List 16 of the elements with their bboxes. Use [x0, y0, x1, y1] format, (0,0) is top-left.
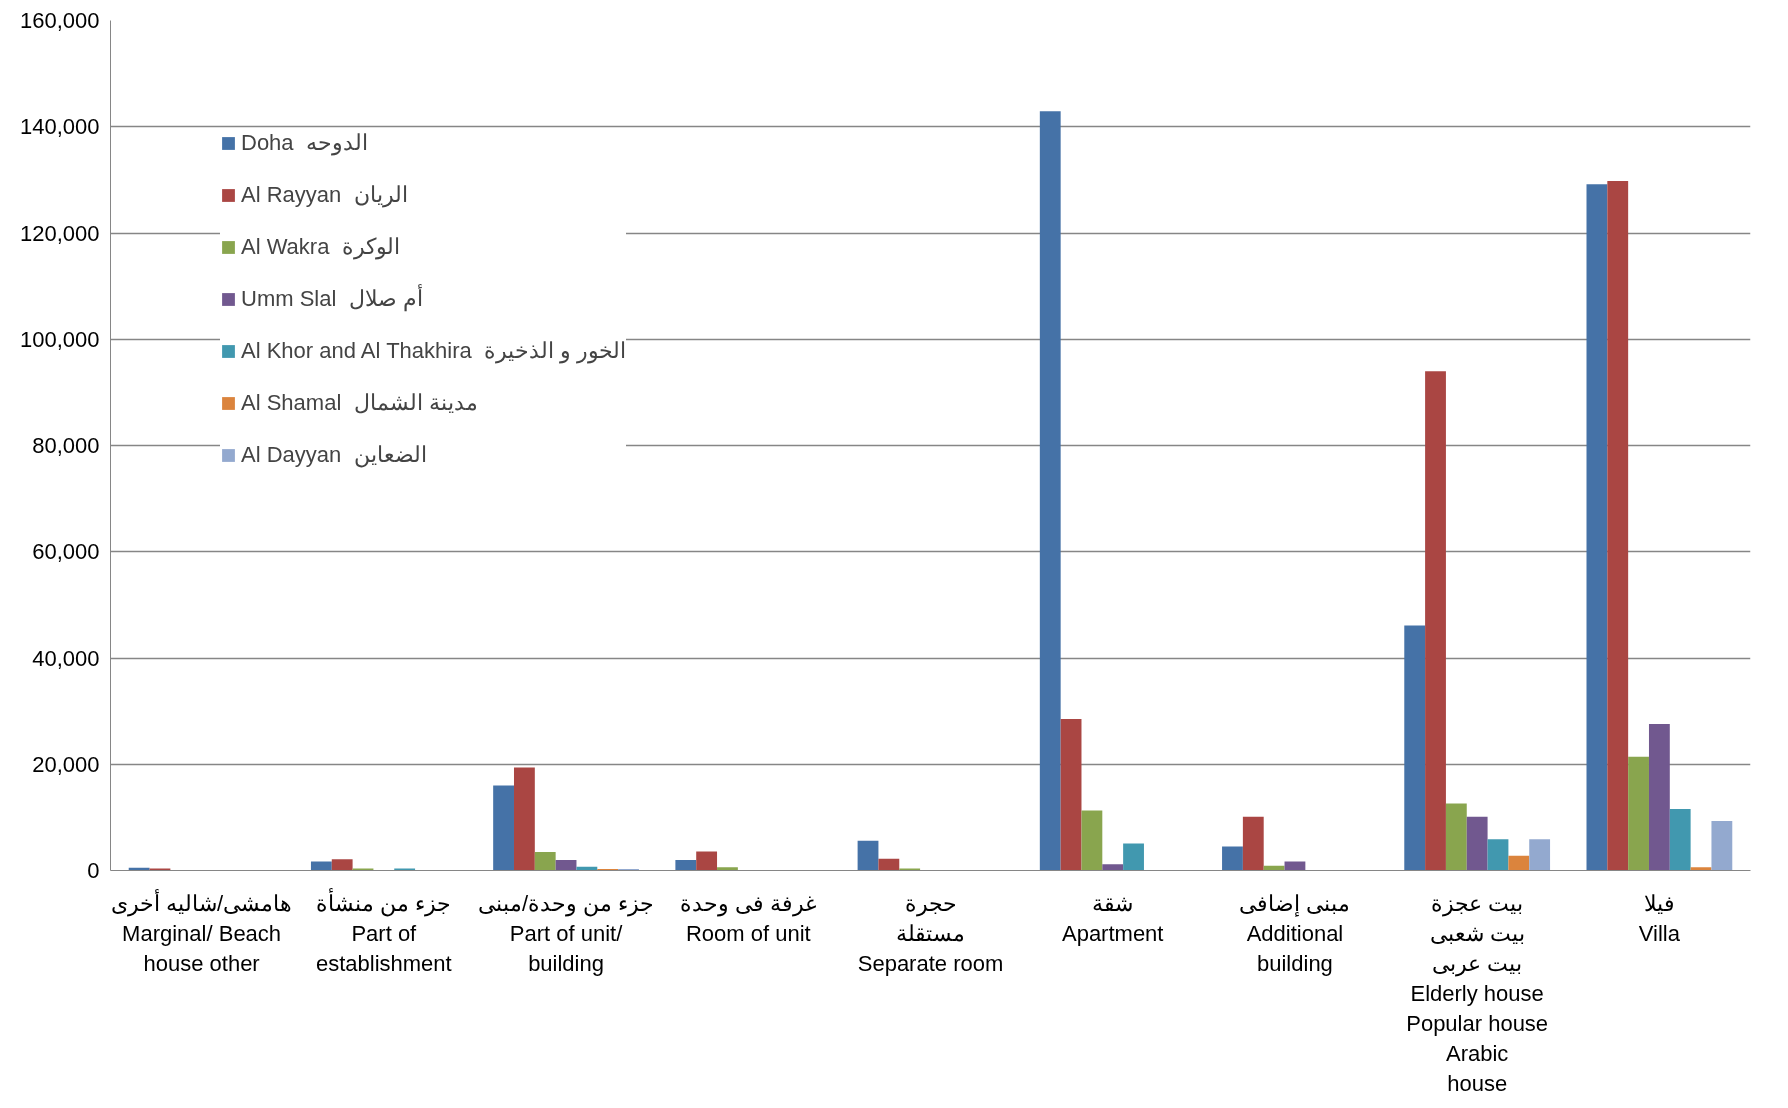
- y-tick-label: 120,000: [19, 220, 100, 246]
- y-tick-label: 20,000: [32, 751, 100, 777]
- legend-label: Al Khor and Al Thakhira الخور و الذخيرة: [241, 338, 627, 364]
- legend-label: Al Shamal مدينة الشمال: [241, 390, 478, 416]
- y-tick-label: 0: [87, 858, 100, 883]
- legend-label: Doha الدوحه: [241, 130, 368, 156]
- legend-label: Umm Slal أم صلال: [241, 286, 423, 312]
- y-tick-label: 40,000: [32, 645, 100, 671]
- y-tick-label: 100,000: [19, 326, 100, 352]
- y-tick-label: 140,000: [19, 114, 100, 140]
- y-tick-label: 80,000: [32, 433, 100, 458]
- legend-label: Al Dayyan الضعاين: [241, 442, 427, 468]
- y-tick-label: 60,000: [32, 539, 100, 565]
- legend-label: Al Rayyan الريان: [241, 182, 408, 208]
- legend-label: Al Wakra الوكرة: [241, 234, 400, 260]
- y-tick-label: 160,000: [19, 8, 100, 33]
